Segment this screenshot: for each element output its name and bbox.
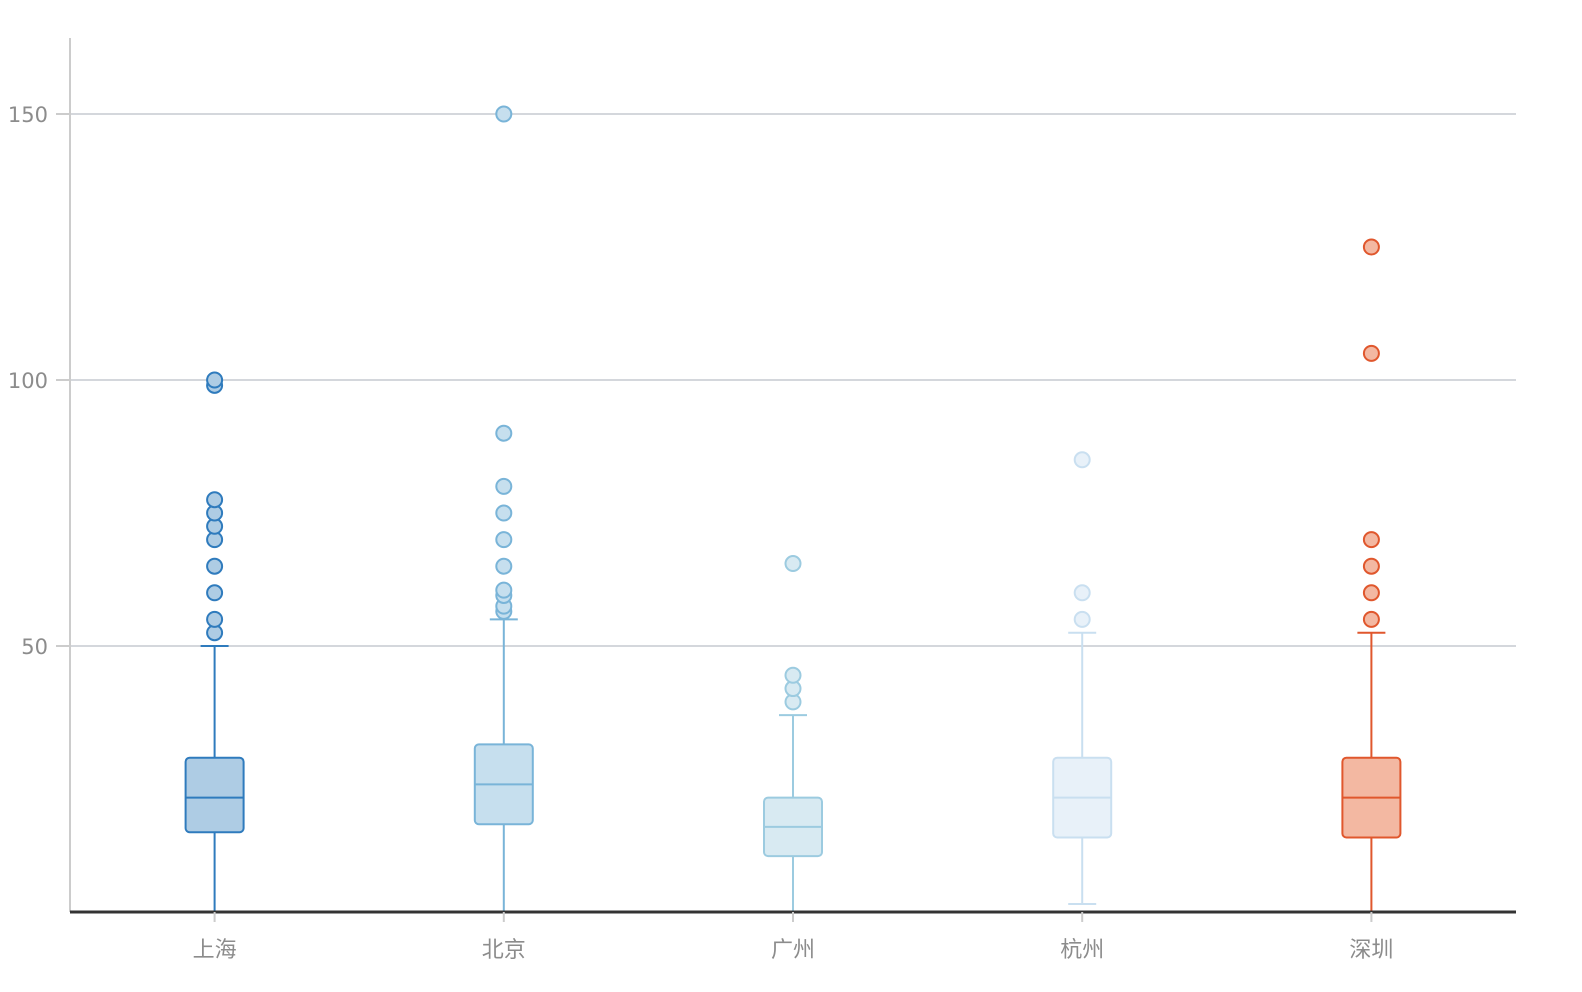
outlier-point <box>495 424 513 442</box>
outlier-point <box>206 584 224 602</box>
box-group <box>763 555 823 913</box>
outlier-point <box>495 531 513 549</box>
outlier-point <box>495 477 513 495</box>
y-tick-label: 100 <box>8 369 48 393</box>
outlier-point <box>1362 238 1380 256</box>
outlier-point <box>495 557 513 575</box>
x-tick-label: 杭州 <box>1060 938 1104 963</box>
grid-lines <box>70 113 1516 647</box>
box-group <box>1341 238 1402 913</box>
x-tick-label: 上海 <box>193 938 237 963</box>
x-axis-labels: 上海 北京 广州 杭州 深圳 <box>193 912 1393 963</box>
y-tick-label: 50 <box>21 635 48 659</box>
box-iqr <box>184 756 245 834</box>
outlier-point <box>1073 451 1091 469</box>
box-group <box>473 105 534 913</box>
boxes <box>184 105 1402 913</box>
outlier-point <box>206 557 224 575</box>
outlier-point <box>1073 584 1091 602</box>
outlier-point <box>1362 531 1380 549</box>
outlier-point <box>1073 610 1091 628</box>
outlier-point <box>784 555 802 573</box>
outlier-point <box>495 581 513 599</box>
x-tick-label: 深圳 <box>1349 938 1393 963</box>
outlier-point <box>1362 584 1380 602</box>
outlier-point <box>206 371 224 389</box>
outlier-point <box>1362 610 1380 628</box>
x-tick-label: 广州 <box>771 938 815 963</box>
y-tick-label: 150 <box>8 103 48 127</box>
box-group <box>184 371 245 913</box>
outlier-point <box>495 504 513 522</box>
outlier-point <box>784 666 802 684</box>
outlier-point <box>206 610 224 628</box>
box-group <box>1052 451 1113 906</box>
outlier-point <box>495 105 513 123</box>
outlier-point <box>206 491 224 509</box>
x-tick-label: 北京 <box>482 938 526 963</box>
outlier-point <box>1362 557 1380 575</box>
outlier-point <box>1362 344 1380 362</box>
y-axis-ticks: 50 100 150 <box>8 103 70 659</box>
